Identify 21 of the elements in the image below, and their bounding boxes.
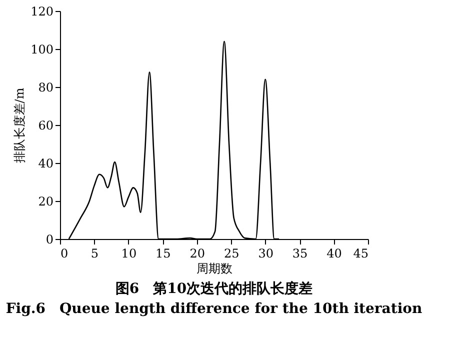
y-tick-label: 100 [30,42,54,56]
x-tick-label: 25 [224,246,240,260]
x-tick-label: 40 [326,246,342,260]
x-tick-label: 0 [60,246,68,260]
x-axis-title: 周期数 [196,262,232,276]
y-tick-label: 120 [30,4,54,18]
text: Fig.6 Queue length difference for the 10th iteration [6,301,422,317]
x-tick-label: 5 [90,246,99,260]
x-tick-label: 20 [190,246,206,260]
text: 图6 第10次迭代的排队长度差 [115,280,313,297]
x-tick-label: 10 [121,246,137,260]
x-tick-label: 35 [292,246,308,260]
y-tick-label: 20 [38,194,54,208]
y-tick-label: 80 [38,80,54,94]
y-axis-title: 排队长度差/m [12,87,27,164]
y-tick-label: 60 [38,118,54,132]
y-tick-label: 40 [38,156,54,170]
y-tick-label: 0 [46,232,54,246]
x-tick-label: 30 [258,246,274,260]
x-tick-label: 45 [353,246,368,260]
x-tick-label: 15 [156,246,171,260]
